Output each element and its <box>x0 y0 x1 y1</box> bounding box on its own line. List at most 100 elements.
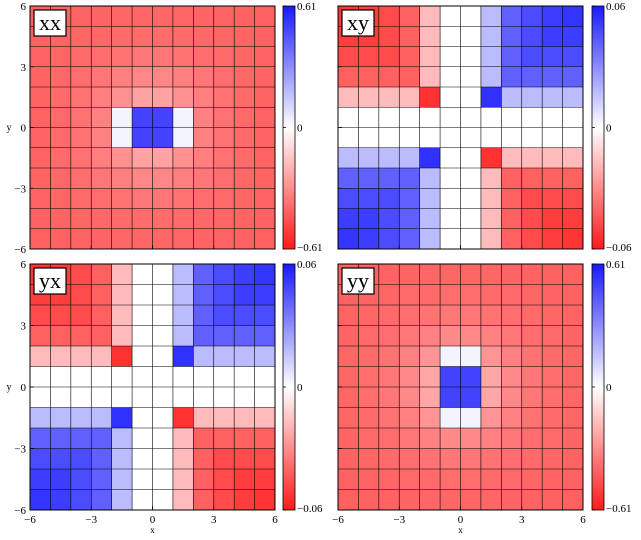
heatmap-cell <box>132 407 153 429</box>
heatmap-cell <box>50 127 72 149</box>
heatmap-cell <box>234 407 255 429</box>
heatmap-cell <box>562 208 584 230</box>
y-tick-label: −3 <box>14 444 26 456</box>
heatmap-cell <box>501 46 523 68</box>
heatmap-cell <box>50 366 72 388</box>
heatmap-cell <box>132 228 153 250</box>
y-tick-label: 6 <box>21 259 27 271</box>
heatmap-cell <box>419 325 441 347</box>
heatmap-cell <box>399 264 420 285</box>
heatmap-cell <box>172 284 194 306</box>
heatmap-cell <box>562 305 584 326</box>
heatmap-cell <box>234 264 255 285</box>
heatmap-cell <box>378 325 400 347</box>
heatmap-cell <box>70 346 92 367</box>
heatmap-cell <box>111 147 133 169</box>
heatmap-cell <box>172 147 194 169</box>
heatmap-cell <box>50 66 72 88</box>
heatmap-cell <box>91 228 112 250</box>
heatmap-cell <box>419 127 441 149</box>
heatmap-cell <box>521 407 543 429</box>
heatmap-cell <box>172 208 194 230</box>
heatmap-cell <box>419 305 441 326</box>
heatmap-cell <box>132 264 153 285</box>
heatmap-cell <box>338 87 359 108</box>
heatmap-cell <box>460 346 482 367</box>
panel-label: xy <box>347 10 369 35</box>
heatmap-cell <box>358 387 380 408</box>
heatmap-cell <box>378 264 400 285</box>
x-axis-label: x <box>150 525 155 535</box>
heatmap-cell <box>132 26 153 47</box>
heatmap-cell <box>213 107 235 128</box>
heatmap-cell <box>254 428 276 449</box>
heatmap-cell <box>419 387 441 408</box>
heatmap-cell <box>440 107 461 128</box>
heatmap-cell <box>460 407 482 429</box>
heatmap-cell <box>562 228 584 250</box>
heatmap-cell <box>152 325 174 347</box>
heatmap-cell <box>193 66 215 88</box>
heatmap-cell <box>111 87 133 108</box>
heatmap-cell <box>193 168 215 189</box>
heatmap-cell <box>521 6 543 27</box>
heatmap-cell <box>521 489 543 511</box>
heatmap-cell <box>460 325 482 347</box>
heatmap-cell <box>111 305 133 326</box>
heatmap-cell <box>132 489 153 511</box>
heatmap-cell <box>521 26 543 47</box>
heatmap-cell <box>91 448 112 470</box>
heatmap-cell <box>440 428 461 449</box>
heatmap-cell <box>562 127 584 149</box>
heatmap-cell <box>111 46 133 68</box>
heatmap-cell <box>132 127 153 149</box>
heatmap-cell <box>338 147 359 169</box>
heatmap-cell <box>460 208 482 230</box>
heatmap-cell <box>213 387 235 408</box>
heatmap-cell <box>542 26 563 47</box>
heatmap-cell <box>234 168 255 189</box>
heatmap-cell <box>213 489 235 511</box>
heatmap-cell <box>111 407 133 429</box>
heatmap-cell <box>254 66 276 88</box>
heatmap-cell <box>501 366 523 388</box>
heatmap-cell <box>521 387 543 408</box>
heatmap-cell <box>254 264 276 285</box>
heatmap-cell <box>254 407 276 429</box>
heatmap-cell <box>542 387 563 408</box>
heatmap-cell <box>440 346 461 367</box>
heatmap-cell <box>50 46 72 68</box>
heatmap-cell <box>152 87 174 108</box>
heatmap-cell <box>132 448 153 470</box>
heatmap-cell <box>193 346 215 367</box>
panel-label-box <box>33 9 67 37</box>
heatmap-cell <box>460 188 482 209</box>
heatmap-cell <box>132 469 153 490</box>
heatmap-cell <box>111 489 133 511</box>
heatmap-cell <box>213 264 235 285</box>
heatmap-cell <box>213 305 235 326</box>
heatmap-cell <box>50 147 72 169</box>
heatmap-cell <box>172 264 194 285</box>
heatmap-cell <box>70 87 92 108</box>
heatmap-cell <box>172 366 194 388</box>
heatmap-cell <box>521 228 543 250</box>
heatmap-cell <box>521 147 543 169</box>
heatmap-cell <box>338 387 359 408</box>
heatmap-cell <box>152 147 174 169</box>
heatmap-cell <box>501 448 523 470</box>
heatmap-cell <box>480 107 502 128</box>
heatmap-cell <box>30 127 51 149</box>
heatmap-cell <box>399 188 420 209</box>
heatmap-cell <box>111 6 133 27</box>
heatmap-cell <box>378 305 400 326</box>
heatmap-cell <box>378 147 400 169</box>
heatmap-cell <box>378 6 400 27</box>
heatmap-cell <box>480 489 502 511</box>
heatmap-cell <box>152 26 174 47</box>
heatmap-cell <box>419 6 441 27</box>
heatmap-cell <box>234 46 255 68</box>
heatmap-cell <box>358 305 380 326</box>
colorbar-tick-label: 0 <box>297 123 303 135</box>
heatmap-cell <box>254 107 276 128</box>
